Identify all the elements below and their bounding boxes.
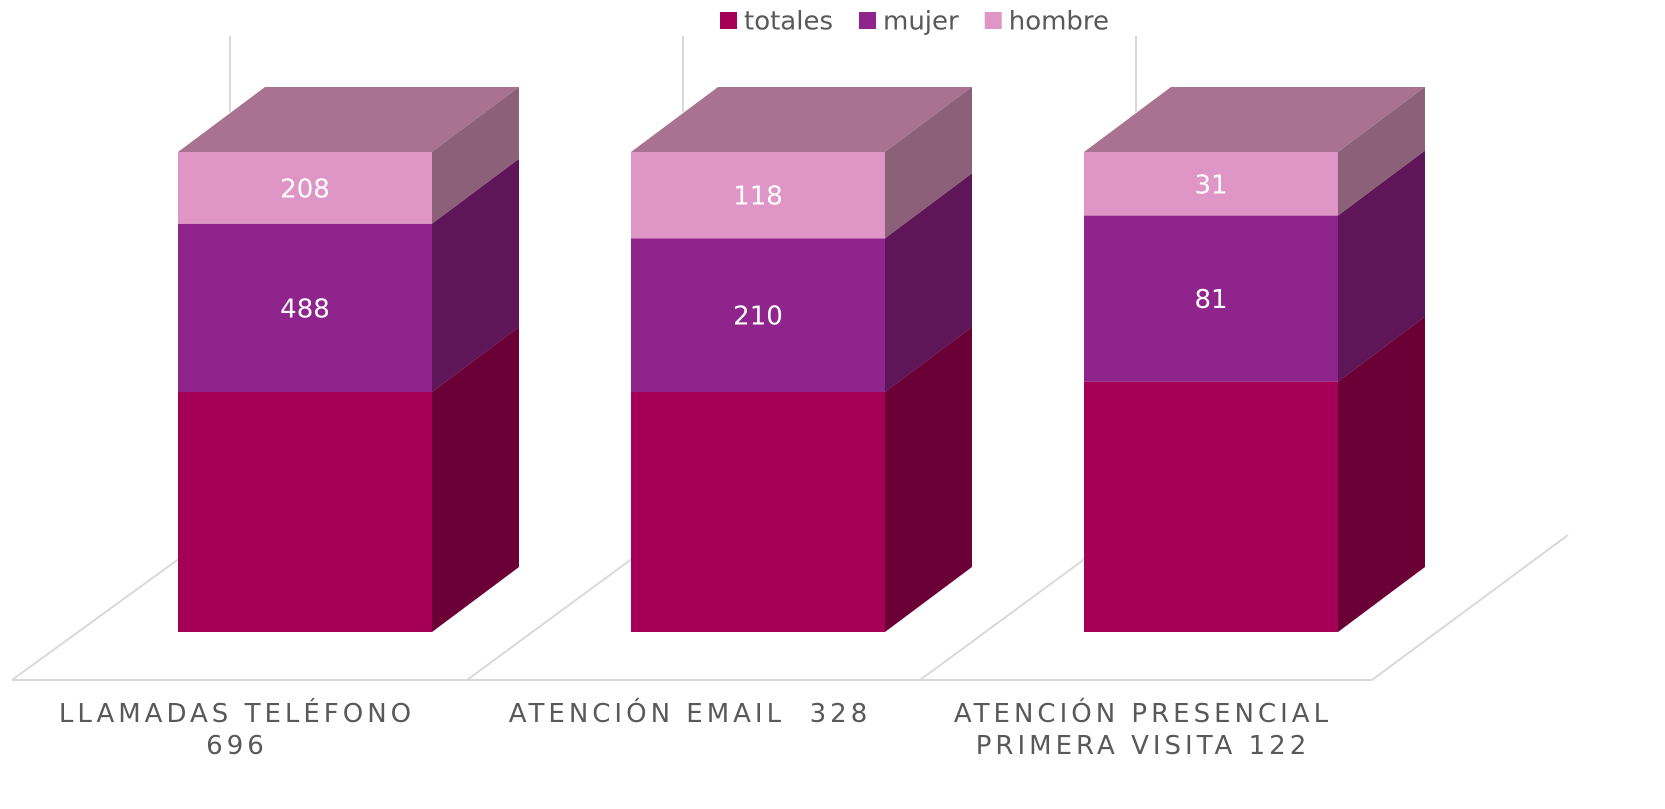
bar-segment bbox=[178, 152, 432, 224]
data-label: 208 bbox=[280, 174, 330, 204]
bar-side bbox=[885, 173, 972, 392]
bar-top bbox=[631, 87, 972, 152]
bar-side bbox=[885, 87, 972, 239]
bar-segment bbox=[1084, 152, 1338, 216]
legend-label: totales bbox=[744, 7, 833, 37]
bar-side bbox=[1338, 316, 1425, 632]
legend-swatch bbox=[720, 12, 737, 29]
legend-label: hombre bbox=[1009, 7, 1109, 37]
bar-segment bbox=[631, 152, 885, 239]
x-tick-label: ATENCIÓN PRESENCIAL PRIMERA VISITA 122 bbox=[953, 699, 1345, 761]
bar-side bbox=[432, 327, 519, 632]
bar-segment bbox=[178, 392, 432, 632]
bar-side bbox=[432, 158, 519, 392]
bar-top bbox=[178, 87, 519, 152]
data-label: 118 bbox=[733, 182, 783, 212]
legend-swatch bbox=[859, 12, 876, 29]
legend-label: mujer bbox=[883, 7, 959, 37]
x-tick-label: ATENCIÓN EMAIL 328 bbox=[508, 699, 872, 729]
bar-top bbox=[1084, 87, 1425, 152]
data-label: 210 bbox=[733, 302, 783, 332]
bar-side bbox=[885, 327, 972, 632]
bar-side bbox=[432, 87, 519, 224]
x-tick-label: LLAMADAS TELÉFONO 696 bbox=[58, 699, 428, 761]
legend-swatch bbox=[984, 12, 1002, 29]
data-label: 81 bbox=[1194, 285, 1227, 315]
bar-side bbox=[1338, 87, 1425, 216]
bar-segment bbox=[1084, 381, 1338, 632]
bar-segment bbox=[1084, 215, 1338, 382]
data-label: 488 bbox=[280, 294, 330, 324]
bar-segment bbox=[631, 392, 885, 632]
bar-segment bbox=[631, 238, 885, 392]
bar-side bbox=[1338, 150, 1425, 382]
floor bbox=[11, 36, 1569, 681]
bar-segment bbox=[178, 223, 432, 392]
data-label: 31 bbox=[1194, 170, 1227, 200]
